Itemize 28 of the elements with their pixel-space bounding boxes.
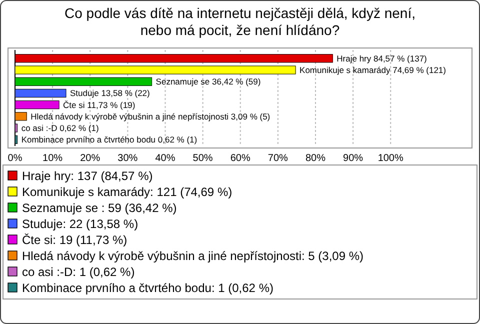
x-tick-label: 10% xyxy=(42,153,63,164)
chart-title: Co podle vás dítě na internetu nejčastěji dělá, když není, nebo má pocit, že není hlídáno? xyxy=(64,5,416,38)
data-label: Hraje hry 84,57 % (137) xyxy=(336,53,428,64)
x-tick-label: 0% xyxy=(8,153,22,164)
data-label: Seznamuje se 36,42 % (59) xyxy=(156,76,261,87)
legend-label: Komunikuje s kamarády: 121 (74,69 %) xyxy=(22,185,232,200)
data-label: Čte si 11,73 % (19) xyxy=(63,100,136,110)
x-tick-label: 50% xyxy=(192,153,213,164)
legend-label: Hraje hry: 137 (84,57 %) xyxy=(22,169,153,184)
legend-label: Kombinace prvního a čtvrtého bodu: 1 (0,62 %) xyxy=(22,281,274,296)
x-tick-label: 20% xyxy=(80,153,100,164)
x-tick-label: 30% xyxy=(118,153,138,164)
legend-label: Čte si: 19 (11,73 %) xyxy=(22,233,128,248)
data-label: Hledá návody k výrobě výbušnin a jiné nepřístojnosti 3,09 % (5) xyxy=(30,111,270,122)
x-tick-label: 90% xyxy=(343,153,364,164)
x-tick-label: 100% xyxy=(378,153,404,164)
data-label: co asi :-D 0,62 % (1) xyxy=(21,122,99,133)
legend-label: co asi :-D: 1 (0,62 %) xyxy=(22,265,135,280)
x-tick-label: 80% xyxy=(305,153,326,164)
data-label: Kombinace prvního a čtvrtého bodu 0,62 % (1) xyxy=(21,134,198,145)
x-tick-label: 60% xyxy=(230,153,250,164)
legend-label: Studuje: 22 (13,58 %) xyxy=(22,217,138,232)
x-tick-label: 40% xyxy=(155,153,176,164)
legend-label: Seznamuje se : 59 (36,42 %) xyxy=(22,201,177,216)
data-label: Komunikuje s kamarády 74,69 % (121) xyxy=(300,64,446,75)
data-label: Studuje 13,58 % (22) xyxy=(70,88,150,98)
legend-label: Hledá návody k výrobě výbušnin a jiné nepřístojnosti: 5 (3,09 %) xyxy=(22,249,364,264)
x-tick-label: 70% xyxy=(268,153,288,164)
